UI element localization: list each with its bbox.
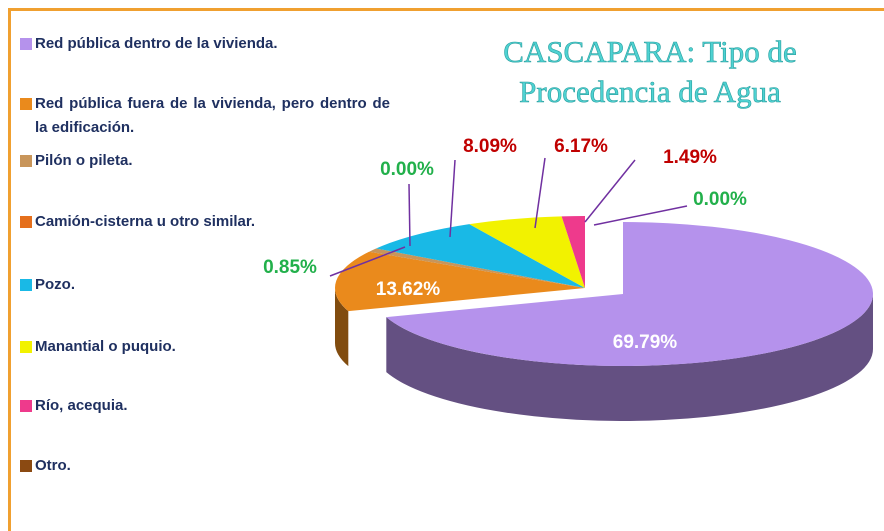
data-label: 69.79% [613, 332, 678, 353]
slice [369, 248, 585, 288]
slice [335, 251, 585, 312]
legend-item: Manantial o puquio. [20, 335, 390, 359]
legend-item: Red pública fuera de la vivienda, pero d… [20, 92, 390, 140]
slice-side [335, 288, 349, 367]
data-label: 6.17% [554, 136, 608, 157]
legend-label: Pozo. [35, 276, 75, 293]
slice [561, 216, 585, 288]
slice [386, 222, 874, 367]
leader-line [449, 159, 456, 238]
legend-item: Río, acequia. [20, 394, 390, 418]
chart: 69.79% 13.62% 0.85% 0.00% 8.09% 6.17% 1.49% 0.0… [263, 136, 874, 421]
leader-line [593, 205, 688, 226]
legend-item: Camión-cisterna u otro similar. [20, 210, 390, 234]
legend-swatch [20, 155, 32, 167]
leader-line [408, 183, 411, 247]
legend-label: Camión-cisterna u otro similar. [35, 213, 256, 230]
legend-label: Manantial o puquio. [35, 338, 176, 355]
legend-label: Red pública fuera de la vivienda, pero d… [35, 95, 390, 136]
leader-line [584, 159, 636, 223]
frame [8, 8, 884, 531]
legend-swatch [20, 341, 32, 353]
legend-swatch [20, 216, 32, 228]
slice-tops [335, 216, 874, 367]
legend-label: Otro. [35, 457, 71, 474]
legend-item: Pilón o pileta. [20, 149, 390, 173]
chart-title: CASCAPARA: Tipo de Procedencia de Agua [503, 34, 797, 110]
data-label: 8.09% [463, 136, 517, 157]
data-label: 13.62% [376, 279, 441, 300]
legend-swatch [20, 460, 32, 472]
data-label: 0.85% [263, 257, 317, 278]
legend-item: Red pública dentro de la vivienda. [20, 32, 390, 56]
legend-label: Pilón o pileta. [35, 152, 133, 169]
legend-label: Red pública dentro de la vivienda. [35, 35, 278, 52]
slice-side [386, 294, 873, 421]
slice [376, 224, 585, 288]
data-label: 0.00% [693, 189, 747, 210]
legend-swatch [20, 98, 32, 110]
leader-line [534, 157, 546, 229]
data-label: 1.49% [663, 147, 717, 168]
legend-swatch [20, 279, 32, 291]
legend-item: Otro. [20, 454, 390, 478]
legend-item: Pozo. [20, 273, 390, 297]
slice-walls [335, 288, 873, 421]
legend-swatch [20, 38, 32, 50]
legend-label: Río, acequia. [35, 397, 128, 414]
page: CASCAPARA: Tipo de Procedencia de Agua R… [8, 8, 884, 531]
leader-line [329, 246, 406, 277]
legend-swatch [20, 400, 32, 412]
data-label: 0.00% [380, 159, 434, 180]
slice [469, 216, 585, 288]
